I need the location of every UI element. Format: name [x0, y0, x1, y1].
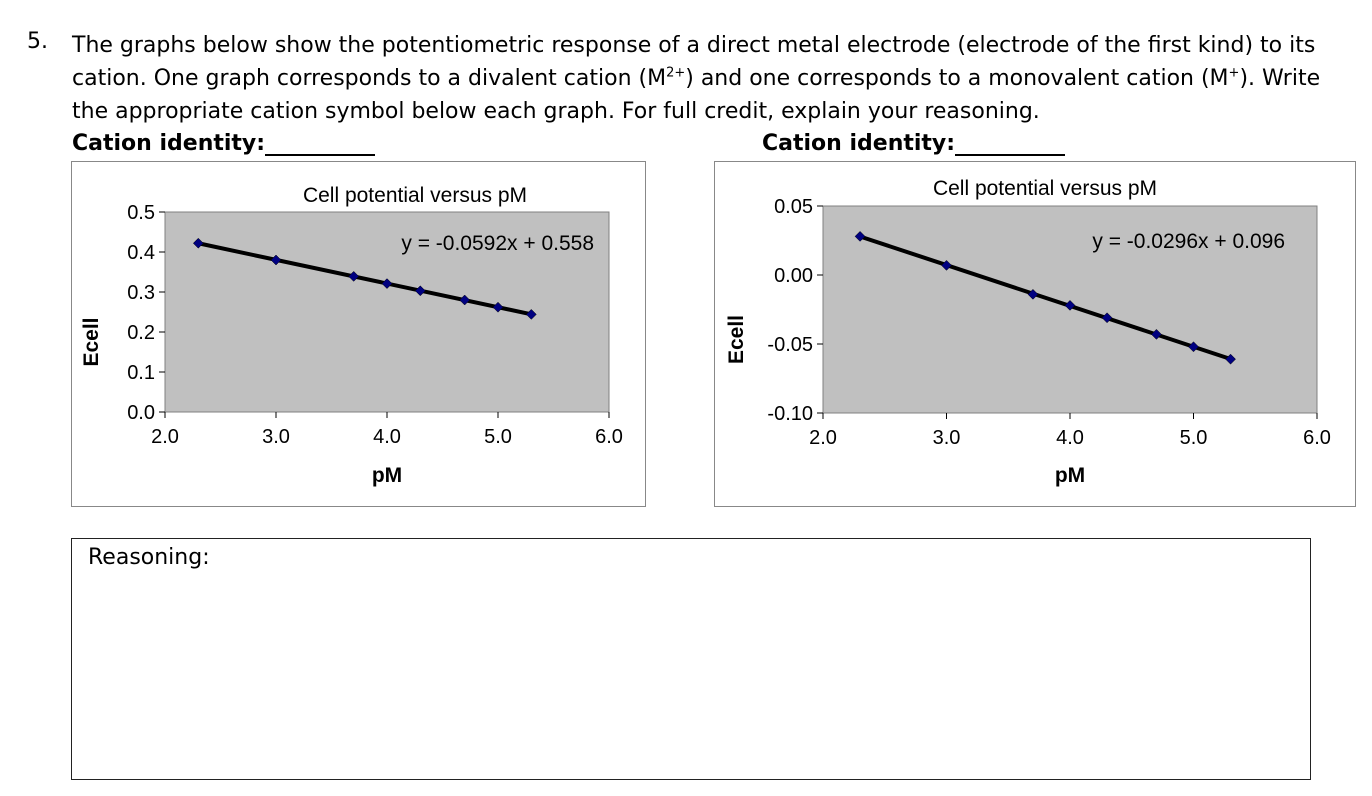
- plot-area: [164, 211, 610, 413]
- data-point: [1225, 353, 1236, 365]
- y-tick-label: 0.05: [774, 196, 813, 218]
- trendline: [859, 234, 1232, 361]
- x-tick-label: 4.0: [373, 426, 401, 448]
- data-point: [941, 259, 952, 271]
- x-tick-label: 5.0: [1180, 427, 1208, 449]
- data-point: [525, 309, 537, 320]
- data-point: [192, 237, 204, 249]
- chart-right-svg: Cell potential versus pM -0.10 -0.05 0.00 0.…: [725, 177, 1331, 487]
- y-tick-label: -0.10: [767, 403, 813, 425]
- x-tick-label: 5.0: [484, 426, 512, 448]
- data-point: [348, 271, 360, 282]
- cation-identity-label-right: Cation identity:: [762, 131, 956, 156]
- y-tick-label: 0.1: [127, 362, 155, 384]
- data-point: [1064, 300, 1076, 311]
- trendline: [197, 241, 532, 317]
- y-tick-label: 0.00: [774, 265, 813, 287]
- chart-title: Cell potential versus pM: [933, 177, 1157, 200]
- data-point: [414, 285, 426, 297]
- question-text-part3: ). Write the appropriate cation symbol b…: [72, 66, 1321, 124]
- y-axis-label: Ecell: [80, 317, 103, 366]
- cation-answer-blank-left[interactable]: [265, 132, 376, 156]
- data-point: [1151, 328, 1162, 340]
- x-axis-label: pM: [1055, 464, 1085, 487]
- x-tick-label: 2.0: [809, 427, 837, 449]
- y-tick-label: 0.0: [127, 402, 155, 424]
- question-text: The graphs below show the potentiometric…: [72, 29, 1362, 128]
- y-tick-label: -0.05: [767, 334, 813, 356]
- x-tick-label: 3.0: [933, 427, 961, 449]
- question-text-part1: The graphs below show the potentiometric…: [72, 33, 1316, 91]
- data-point: [459, 294, 471, 306]
- data-point: [492, 301, 504, 313]
- cation-identity-left: Cation identity:: [72, 131, 376, 156]
- y-axis-label: Ecell: [725, 315, 748, 364]
- trendline-equation: y = -0.0296x + 0.096: [1092, 230, 1285, 253]
- y-tick-label: 0.5: [127, 202, 155, 224]
- x-tick-label: 4.0: [1056, 427, 1084, 449]
- chart-title: Cell potential versus pM: [303, 184, 527, 207]
- data-point: [854, 231, 866, 242]
- data-point: [1101, 312, 1113, 324]
- reasoning-label: Reasoning:: [88, 545, 210, 570]
- data-point: [1027, 288, 1039, 300]
- x-tick-label: 3.0: [262, 426, 290, 448]
- monovalent-superscript: +: [1228, 65, 1240, 81]
- data-point: [270, 254, 282, 266]
- x-tick-label: 6.0: [595, 426, 623, 448]
- chart-left: Cell potential versus pM 0.0 0.1 0.2 0.3 0.4 0…: [71, 161, 646, 507]
- chart-right: Cell potential versus pM -0.10 -0.05 0.00 0.…: [714, 161, 1356, 507]
- cation-identity-label-left: Cation identity:: [72, 131, 266, 156]
- question-text-part2: ) and one corresponds to a monovalent ca…: [685, 66, 1229, 91]
- divalent-superscript: 2+: [666, 65, 686, 81]
- x-tick-label: 6.0: [1303, 427, 1331, 449]
- reasoning-box[interactable]: Reasoning:: [71, 538, 1311, 780]
- trendline-equation: y = -0.0592x + 0.558: [401, 232, 594, 255]
- x-axis-label: pM: [372, 464, 402, 487]
- y-tick-label: 0.2: [127, 322, 155, 344]
- data-point: [1188, 341, 1199, 353]
- question-number: 5.: [27, 29, 48, 54]
- data-point: [381, 278, 393, 289]
- cation-answer-blank-right[interactable]: [955, 132, 1066, 156]
- cation-identity-right: Cation identity:: [762, 131, 1066, 156]
- chart-left-svg: Cell potential versus pM 0.0 0.1 0.2 0.3 0.4 0…: [80, 184, 623, 487]
- x-tick-label: 2.0: [151, 426, 179, 448]
- y-tick-label: 0.3: [127, 282, 155, 304]
- y-tick-label: 0.4: [127, 242, 155, 264]
